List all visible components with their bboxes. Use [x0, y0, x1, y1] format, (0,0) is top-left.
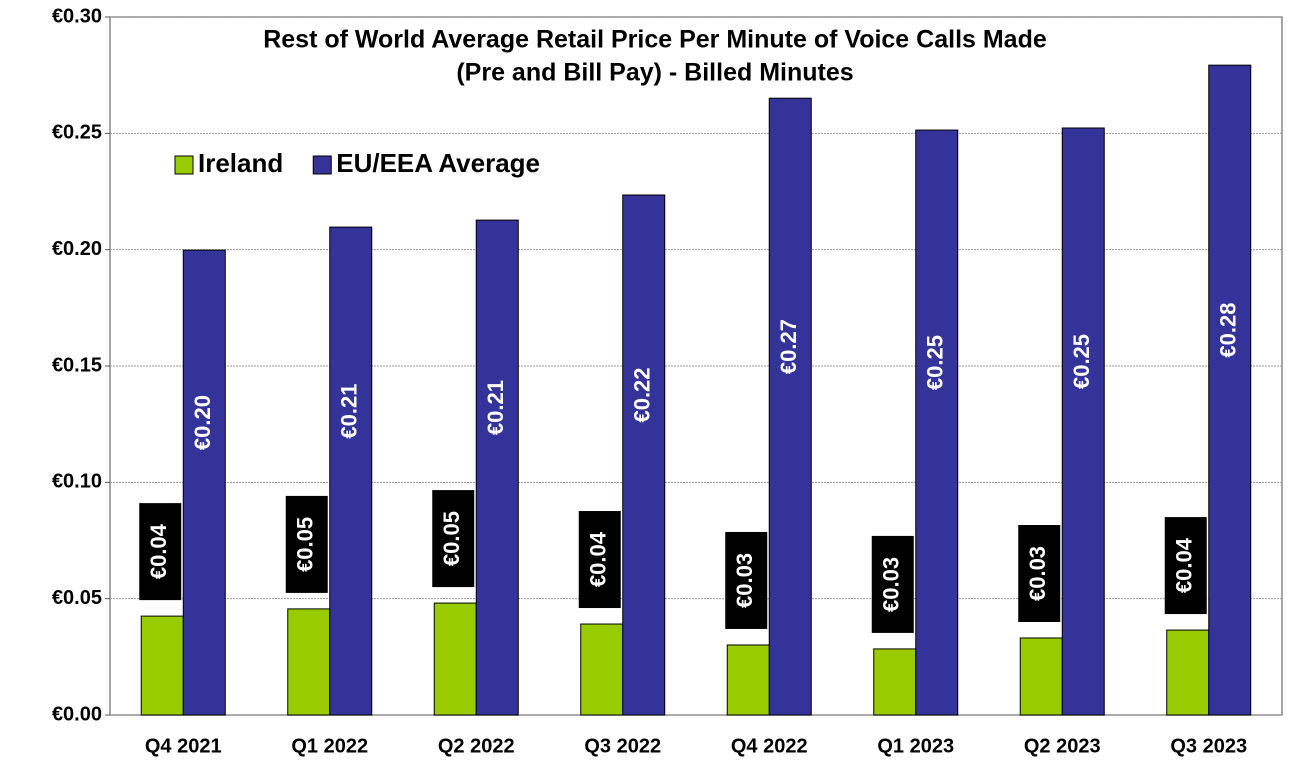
bar [580, 623, 624, 716]
value-label: €0.21 [337, 384, 362, 439]
value-label-box [139, 503, 182, 601]
y-tick-label: €0.15 [52, 354, 102, 376]
value-label: €0.03 [879, 557, 904, 612]
value-label-box [285, 495, 328, 593]
bar [433, 602, 477, 716]
bar [329, 226, 373, 716]
legend-label: EU/EEA Average [336, 148, 540, 178]
x-tick-label: Q3 2022 [584, 735, 661, 757]
chart-title: Rest of World Average Retail Price Per M… [263, 26, 1047, 54]
x-tick-label: Q4 2021 [145, 735, 222, 757]
bar [287, 608, 331, 716]
bar [1061, 127, 1105, 716]
value-label: €0.03 [1025, 546, 1050, 601]
value-label: €0.04 [586, 531, 611, 587]
value-label-box [871, 535, 914, 633]
y-tick-label: €0.30 [52, 5, 102, 27]
bar [1166, 629, 1210, 716]
value-label: €0.05 [293, 517, 318, 572]
value-label: €0.04 [1172, 537, 1197, 593]
bar [475, 219, 519, 716]
y-tick-label: €0.20 [52, 238, 102, 260]
legend-swatch [312, 155, 332, 175]
value-label: €0.25 [1069, 334, 1094, 389]
y-tick-label: €0.10 [52, 471, 102, 493]
bar [1208, 64, 1252, 716]
legend-label: Ireland [198, 148, 283, 178]
bar [140, 615, 184, 716]
bar [726, 644, 770, 716]
x-tick-label: Q1 2022 [291, 735, 368, 757]
bar [622, 194, 666, 716]
bar [1019, 637, 1063, 716]
value-label: €0.20 [190, 395, 215, 450]
value-label: €0.25 [923, 335, 948, 390]
y-tick-label: €0.00 [52, 703, 102, 725]
y-tick-label: €0.05 [52, 587, 102, 609]
chart-title: (Pre and Bill Pay) - Billed Minutes [456, 59, 853, 87]
bar [182, 249, 226, 716]
value-label: €0.03 [732, 553, 757, 608]
value-label-box [1164, 517, 1207, 615]
x-tick-label: Q1 2023 [877, 735, 954, 757]
value-label: €0.05 [439, 511, 464, 566]
x-tick-label: Q2 2023 [1024, 735, 1101, 757]
value-label-box [432, 490, 475, 588]
legend-swatch [174, 155, 194, 175]
x-tick-label: Q2 2022 [438, 735, 515, 757]
x-tick-label: Q3 2023 [1170, 735, 1247, 757]
value-label: €0.21 [483, 380, 508, 435]
value-label: €0.28 [1216, 303, 1241, 358]
value-label: €0.22 [630, 367, 655, 422]
value-label-box [1018, 524, 1061, 622]
x-tick-label: Q4 2022 [731, 735, 808, 757]
value-label-box [578, 511, 621, 609]
bar [768, 97, 812, 716]
value-label-box [725, 531, 768, 629]
bar [873, 648, 917, 716]
value-label: €0.27 [776, 319, 801, 374]
bar [915, 129, 959, 716]
y-tick-label: €0.25 [52, 122, 102, 144]
value-label: €0.04 [146, 523, 171, 579]
